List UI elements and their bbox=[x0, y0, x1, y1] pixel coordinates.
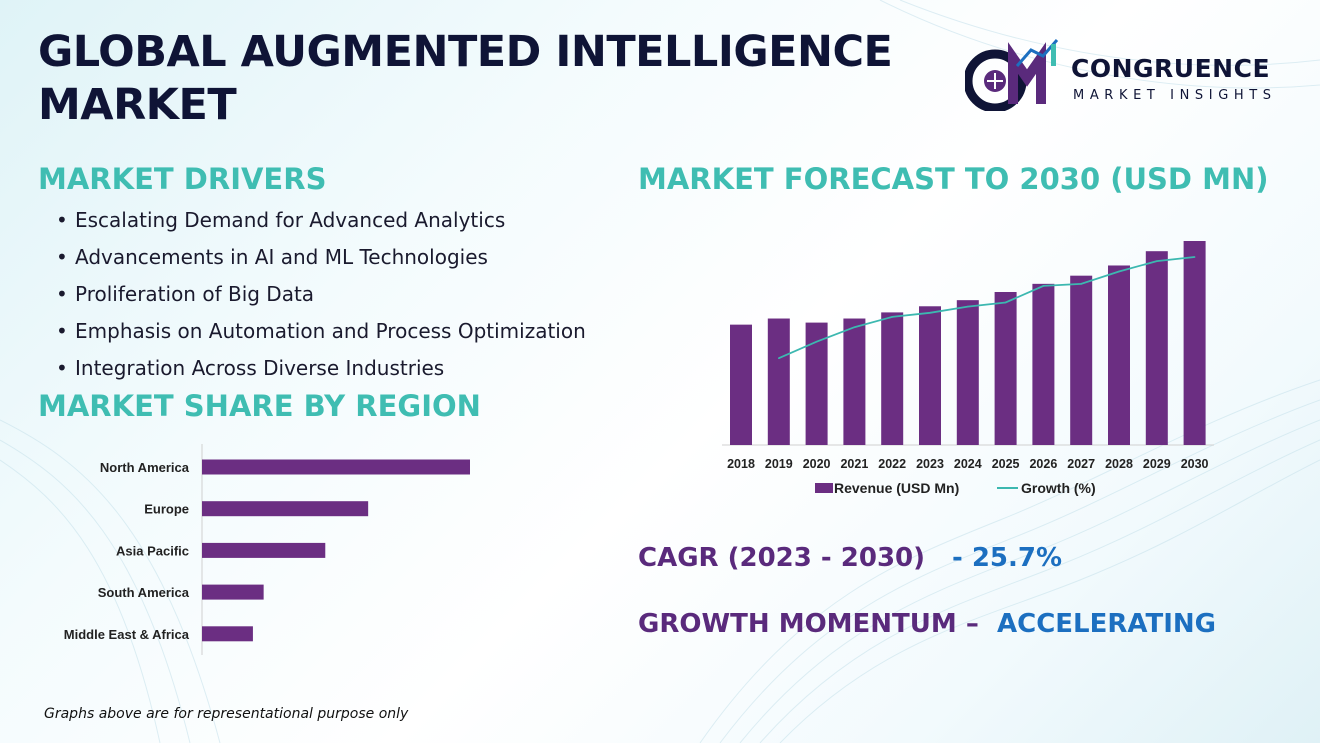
region-bar bbox=[202, 626, 253, 642]
forecast-tick-label: 2018 bbox=[727, 457, 755, 471]
region-tick-label: Europe bbox=[144, 502, 189, 517]
revenue-bar bbox=[881, 312, 904, 445]
region-tick-label: South America bbox=[98, 585, 190, 600]
forecast-tick-label: 2027 bbox=[1067, 457, 1095, 471]
growth-momentum-value: ACCELERATING bbox=[997, 609, 1217, 639]
revenue-bar bbox=[805, 322, 828, 445]
growth-point bbox=[1156, 260, 1158, 262]
forecast-tick-label: 2029 bbox=[1143, 457, 1171, 471]
cagr-label: CAGR (2023 - 2030) bbox=[638, 543, 926, 573]
revenue-bar bbox=[843, 318, 866, 445]
growth-point bbox=[1118, 270, 1120, 273]
growth-point bbox=[1042, 285, 1045, 287]
revenue-bar bbox=[1070, 275, 1093, 445]
growth-point bbox=[778, 357, 780, 360]
driver-item: • Integration Across Diverse Industries bbox=[56, 356, 445, 380]
revenue-bar bbox=[1108, 265, 1130, 445]
legend-swatch-revenue bbox=[815, 483, 833, 493]
growth-line bbox=[778, 256, 1195, 360]
growth-point bbox=[1193, 256, 1196, 258]
region-tick-label: Asia Pacific bbox=[116, 543, 189, 558]
logo-subtitle: MARKET INSIGHTS bbox=[1073, 88, 1277, 103]
revenue-bar bbox=[1145, 251, 1168, 445]
region-bar bbox=[202, 584, 264, 600]
driver-item: • Proliferation of Big Data bbox=[56, 282, 315, 306]
growth-point bbox=[1080, 283, 1082, 285]
forecast-tick-label: 2023 bbox=[916, 457, 944, 471]
growth-point bbox=[853, 326, 856, 329]
growth-momentum-label: GROWTH MOMENTUM – bbox=[638, 609, 979, 639]
forecast-tick-label: 2025 bbox=[992, 457, 1020, 471]
growth-point bbox=[1004, 301, 1007, 304]
cm-logo-icon bbox=[965, 39, 1059, 111]
driver-item: • Emphasis on Automation and Process Opti… bbox=[56, 319, 586, 343]
driver-item: • Escalating Demand for Advanced Analytic… bbox=[56, 208, 506, 232]
logo-name: CONGRUENCE bbox=[1071, 54, 1271, 83]
cagr-value: - 25.7% bbox=[952, 543, 1063, 573]
region-bar bbox=[202, 542, 326, 558]
region-heading: MARKET SHARE BY REGION bbox=[38, 389, 481, 423]
market-drivers-heading: MARKET DRIVERS bbox=[38, 162, 327, 196]
company-logo: CONGRUENCE MARKET INSIGHTS bbox=[965, 36, 1285, 111]
forecast-tick-label: 2028 bbox=[1105, 457, 1133, 471]
page-title: GLOBAL AUGMENTED INTELLIGENCE MARKET bbox=[38, 27, 893, 130]
revenue-bar bbox=[767, 318, 790, 445]
growth-point bbox=[891, 316, 893, 318]
forecast-tick-label: 2021 bbox=[840, 457, 868, 471]
forecast-tick-label: 2026 bbox=[1029, 457, 1057, 471]
region-bar bbox=[202, 501, 369, 517]
region-tick-label: Middle East & Africa bbox=[64, 627, 190, 642]
growth-point bbox=[967, 305, 969, 308]
footnote: Graphs above are for representational pu… bbox=[44, 706, 409, 722]
growth-point bbox=[929, 311, 931, 314]
region-tick-label: North America bbox=[100, 460, 190, 475]
driver-item: • Advancements in AI and ML Technologies bbox=[56, 245, 488, 269]
region-bar bbox=[202, 459, 470, 475]
forecast-heading: MARKET FORECAST TO 2030 (USD MN) bbox=[638, 162, 1269, 196]
revenue-bar bbox=[730, 324, 752, 445]
legend-label-growth: Growth (%) bbox=[1021, 480, 1096, 496]
forecast-tick-label: 2022 bbox=[878, 457, 906, 471]
forecast-tick-label: 2024 bbox=[954, 457, 982, 471]
revenue-bar bbox=[919, 306, 941, 445]
drivers-list: • Escalating Demand for Advanced Analytic… bbox=[56, 202, 586, 387]
forecast-tick-label: 2020 bbox=[803, 457, 831, 471]
revenue-bar bbox=[994, 292, 1017, 445]
revenue-bar bbox=[956, 300, 979, 445]
revenue-bar bbox=[1032, 283, 1055, 445]
legend-label-revenue: Revenue (USD Mn) bbox=[834, 480, 959, 496]
growth-point bbox=[815, 340, 818, 343]
forecast-tick-label: 2030 bbox=[1181, 457, 1209, 471]
revenue-bar bbox=[1183, 241, 1206, 445]
forecast-tick-label: 2019 bbox=[765, 457, 793, 471]
